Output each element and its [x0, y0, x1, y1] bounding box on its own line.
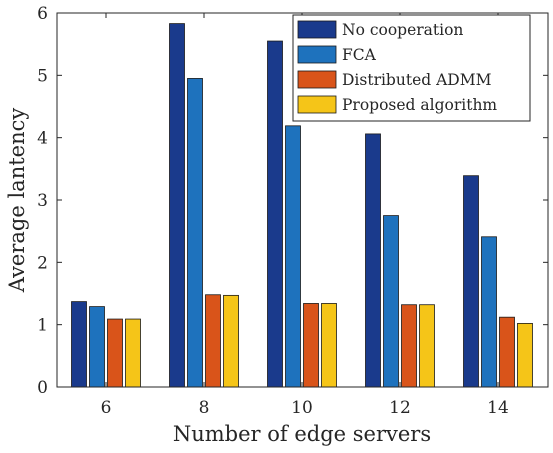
y-axis-title: Average lantency [5, 108, 29, 294]
y-tick-label: 0 [37, 378, 48, 398]
bar-proposed-algorithm-12 [419, 304, 435, 388]
bar-no-cooperation-8 [169, 23, 185, 388]
bar-fca-6 [89, 306, 105, 388]
y-tick-label: 4 [37, 129, 48, 149]
bar-group-8 [169, 23, 239, 388]
bar-distributed-admm-12 [401, 304, 417, 388]
bar-proposed-algorithm-14 [517, 323, 533, 388]
y-tick-label: 5 [37, 66, 48, 86]
bar-distributed-admm-10 [303, 303, 319, 388]
legend-swatch [297, 95, 337, 114]
bar-group-10 [267, 40, 337, 388]
x-tick-label: 8 [199, 398, 210, 418]
legend-swatch [297, 20, 337, 39]
bar-proposed-algorithm-8 [223, 294, 239, 388]
bar-group-6 [71, 301, 141, 388]
y-tick-label: 1 [37, 316, 48, 336]
legend: No cooperation FCA Distributed ADMM Propose… [292, 14, 531, 122]
bar-distributed-admm-6 [107, 318, 123, 388]
bar-distributed-admm-14 [499, 316, 515, 388]
legend-swatch [297, 45, 337, 64]
x-axis-title: Number of edge servers [173, 422, 431, 446]
bar-fca-14 [481, 236, 497, 388]
legend-swatch [297, 70, 337, 89]
legend-item-distributed-admm: Distributed ADMM [297, 70, 492, 89]
bar-no-cooperation-10 [267, 40, 283, 388]
bar-proposed-algorithm-6 [125, 318, 141, 388]
bar-fca-10 [285, 125, 301, 388]
bar-fca-12 [383, 215, 399, 388]
bar-group-14 [463, 175, 533, 388]
legend-label: Distributed ADMM [342, 71, 492, 89]
x-tick-label: 14 [487, 398, 509, 418]
y-tick-label: 6 [37, 4, 48, 24]
bar-group-12 [365, 133, 435, 388]
x-tick-label: 12 [389, 398, 411, 418]
bar-no-cooperation-6 [71, 301, 87, 388]
legend-label: FCA [342, 46, 377, 64]
bar-no-cooperation-14 [463, 175, 479, 388]
legend-item-fca: FCA [297, 45, 377, 64]
y-tick-label: 2 [37, 253, 48, 273]
bar-no-cooperation-12 [365, 133, 381, 388]
bar-fca-8 [187, 78, 203, 388]
bar-distributed-admm-8 [205, 294, 221, 388]
x-tick-label: 10 [291, 398, 313, 418]
legend-label: No cooperation [342, 21, 463, 39]
x-tick-label: 6 [101, 398, 112, 418]
legend-item-proposed-algorithm: Proposed algorithm [297, 95, 497, 114]
legend-label: Proposed algorithm [342, 96, 497, 114]
y-tick-label: 3 [37, 191, 48, 211]
legend-item-no-cooperation: No cooperation [297, 20, 463, 39]
bar-proposed-algorithm-10 [321, 303, 337, 388]
